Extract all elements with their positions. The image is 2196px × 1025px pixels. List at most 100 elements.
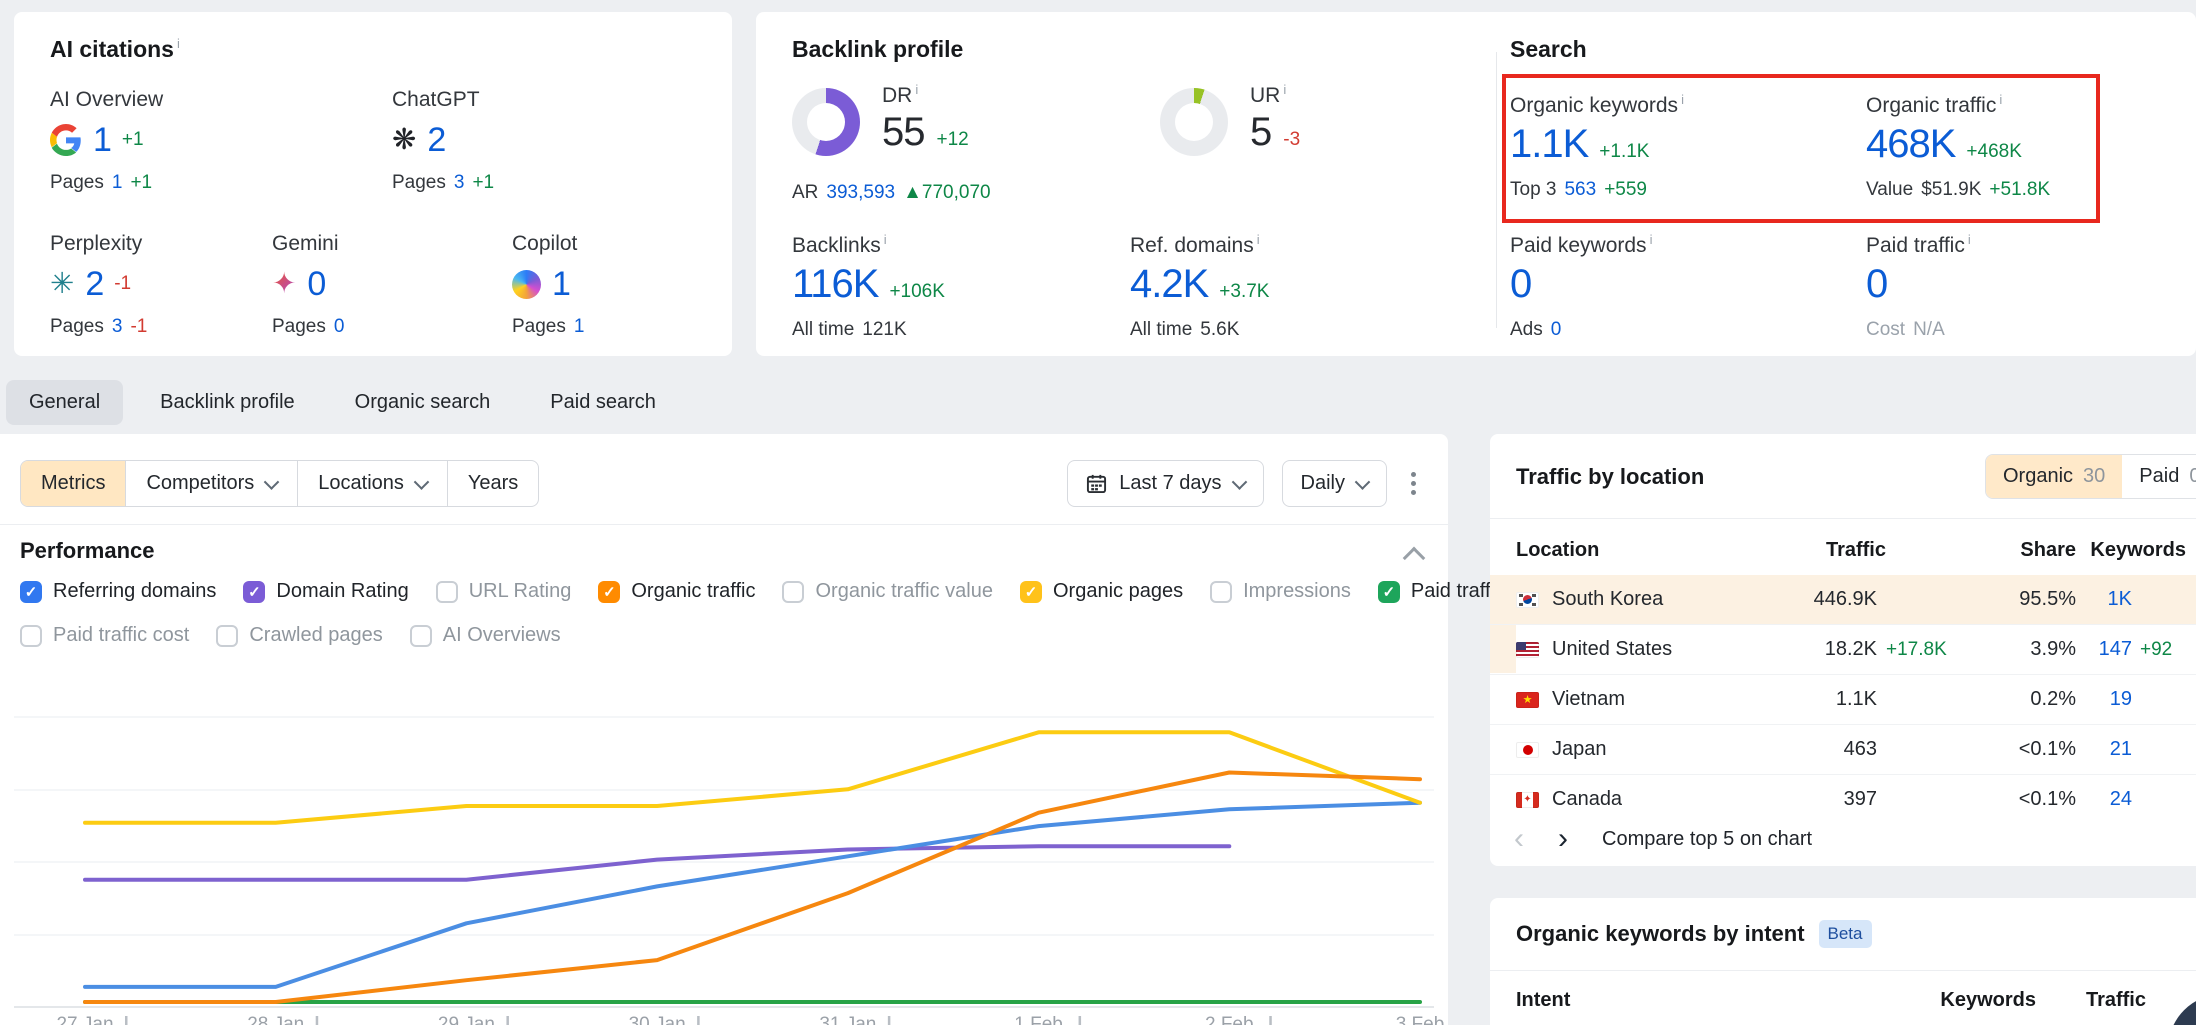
metric-organic-traffic[interactable]: Organic traffic [598,580,755,603]
keywords-link[interactable]: 1K [2076,588,2132,611]
metric-label: Impressions [1243,580,1351,603]
gemini-icon: ✦ [272,270,296,299]
metric-referring-domains[interactable]: Referring domains [20,580,216,603]
ai-citations-count[interactable]: 1 [93,121,111,160]
filter-metrics[interactable]: Metrics [21,461,125,506]
granularity-button[interactable]: Daily [1282,460,1387,507]
sub-stat-value[interactable]: 563 [1564,179,1596,201]
metric-label: Domain Rating [276,580,408,603]
info-icon[interactable]: i [1968,232,1971,247]
location-row-japan[interactable]: Japan463<0.1%21 [1490,724,2196,774]
sub-stat-value[interactable]: 393,593 [826,182,895,204]
keywords-cell: 147+92 [2076,638,2186,661]
sub-stat-value[interactable]: 0 [334,316,345,338]
sub-stat-value[interactable]: 1 [574,316,585,338]
chevron-down-icon [1231,474,1247,490]
tab-general[interactable]: General [6,380,123,425]
previous-page-button[interactable]: ‹ [1514,824,1524,854]
ai-item-ai-overview: AI Overview1+1Pages1+1 [50,88,265,194]
location-cell: South Korea [1516,588,1781,611]
collapse-section-button[interactable] [1403,547,1426,570]
metric-crawled-pages[interactable]: Crawled pages [216,624,382,647]
ai-citations-count[interactable]: 2 [85,265,103,304]
ai-citations-count[interactable]: 0 [307,265,325,304]
metric-domain-rating[interactable]: Domain Rating [243,580,408,603]
info-icon[interactable]: i [1257,232,1260,247]
x-axis-label: 30 Jan [629,1014,686,1025]
date-range-button[interactable]: Last 7 days [1067,460,1263,507]
checkbox-icon [1020,581,1042,603]
traffic-delta: +17.8K [1877,639,1966,661]
sub-stat-value: +559 [1604,179,1647,201]
divider [0,524,1448,525]
info-icon[interactable]: i [1650,232,1653,247]
stat-value[interactable]: 0 [1510,262,1531,307]
info-icon[interactable]: i [884,232,887,247]
sub-stat-row: All time121K [792,319,1132,341]
share-value: 3.9% [1966,638,2076,661]
stat-value[interactable]: 1.1K [1510,122,1588,167]
ai-citations-count[interactable]: 1 [552,265,570,304]
divider [1490,970,2196,971]
ai-item-perplexity: Perplexity✳2-1Pages3-1 [50,232,265,338]
info-icon[interactable]: i [915,82,918,97]
sub-stat-value: +51.8K [1989,179,2050,201]
sub-stat-value[interactable]: 3 [454,172,465,194]
metric-impressions[interactable]: Impressions [1210,580,1351,603]
sub-stat-value[interactable]: 3 [112,316,123,338]
metric-ai-overviews[interactable]: AI Overviews [410,624,561,647]
traffic-by-location-panel: Traffic by location Organic30Paid0 Locat… [1490,434,2196,866]
ai-value-row: ❋2 [392,121,607,159]
ur-donut-chart [1160,88,1228,156]
stat-value[interactable]: 468K [1866,122,1955,167]
filter-locations[interactable]: Locations [297,461,447,506]
stat-value[interactable]: 4.2K [1130,262,1208,307]
sub-stat-value: Pages [392,172,446,194]
info-icon[interactable]: i [1681,92,1684,107]
keywords-link[interactable]: 19 [2076,688,2132,711]
sub-stat-value[interactable]: 1 [112,172,123,194]
sub-stat-value: ▲770,070 [903,182,991,204]
compare-top5-link[interactable]: Compare top 5 on chart [1602,828,1812,851]
keywords-link[interactable]: 147 [2076,638,2132,661]
sub-stat-value: Pages [50,316,104,338]
info-icon[interactable]: i [1283,82,1286,97]
sub-stat-value[interactable]: 0 [1551,319,1562,341]
tab-organic-search[interactable]: Organic search [332,380,514,425]
toggle-count: 30 [2083,465,2105,488]
tab-paid-search[interactable]: Paid search [527,380,679,425]
ai-citations-count[interactable]: 2 [427,121,445,160]
toggle-organic[interactable]: Organic30 [1986,455,2122,498]
pages-row: Pages1+1 [50,172,265,194]
tab-backlink-profile[interactable]: Backlink profile [137,380,318,425]
location-row-vietnam[interactable]: Vietnam1.1K0.2%19 [1490,674,2196,724]
info-icon[interactable]: i [177,36,180,51]
location-row-south-korea[interactable]: South Korea446.9K95.5%1K [1490,575,2196,624]
metric-paid-traffic[interactable]: Paid traffic [1378,580,1505,603]
stat-value[interactable]: 116K [792,262,878,307]
metric-organic-pages[interactable]: Organic pages [1020,580,1183,603]
keywords-link[interactable]: 21 [2076,738,2132,761]
info-icon[interactable]: i [1999,92,2002,107]
sub-stat-value: Cost [1866,319,1905,341]
dr-gauge: DRi55+12AR393,593▲770,070 [792,82,1122,155]
keywords-link[interactable]: 24 [2076,788,2132,811]
location-name: United States [1552,638,1672,661]
metric-organic-traffic-value[interactable]: Organic traffic value [782,580,993,603]
ai-citations-title: AI citationsi [50,36,180,63]
location-table-rows: South Korea446.9K95.5%1KUnited States18.… [1490,575,2196,824]
metric-paid-traffic-cost[interactable]: Paid traffic cost [20,624,189,647]
filter-years[interactable]: Years [447,461,538,506]
filter-competitors[interactable]: Competitors [125,461,297,506]
stat-value[interactable]: 0 [1866,262,1887,307]
column-header-location: Location [1516,539,1781,562]
metric-url-rating[interactable]: URL Rating [436,580,572,603]
sub-stat-row: Ads0 [1510,319,1850,341]
location-row-united-states[interactable]: United States18.2K+17.8K3.9%147+92 [1490,624,2196,674]
toggle-paid[interactable]: Paid0 [2122,455,2196,498]
more-options-button[interactable] [1405,466,1422,501]
location-row-canada[interactable]: Canada397<0.1%24 [1490,774,2196,824]
backlink-stat-ref-domains: Ref. domainsi4.2K+3.7KAll time5.6K [1130,232,1470,341]
x-axis-label: 28 Jan [247,1014,304,1025]
next-page-button[interactable]: › [1558,824,1568,854]
